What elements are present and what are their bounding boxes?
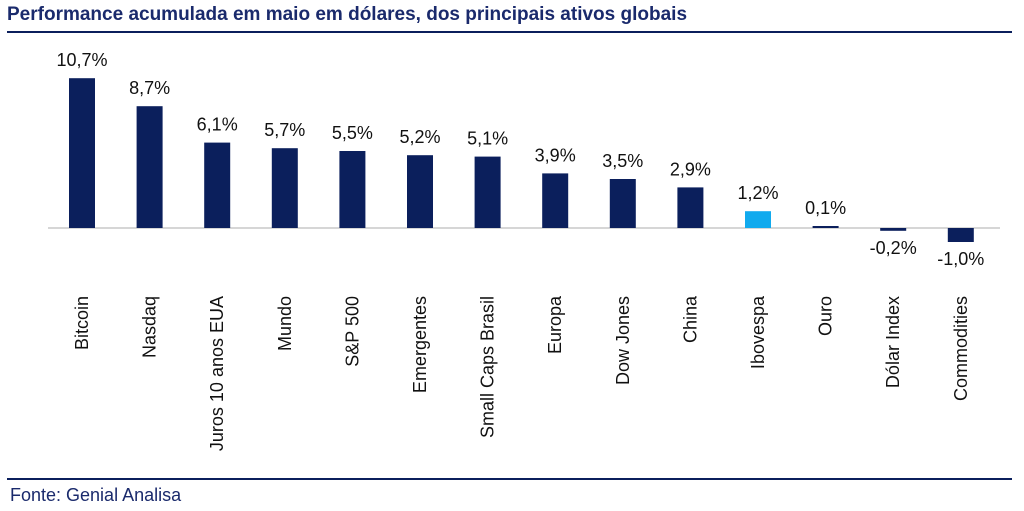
data-label: 5,5% [332, 123, 373, 143]
bar [812, 226, 839, 228]
category-label: Emergentes [410, 296, 430, 393]
bar [677, 187, 704, 228]
bar-chart: 10,7% Bitcoin 8,7% Nasdaq 6,1% Juros 10 anos … [48, 50, 1000, 451]
category-label: Mundo [275, 296, 295, 351]
category-label: Bitcoin [72, 296, 92, 350]
bar [339, 151, 366, 228]
data-label: -1,0% [937, 249, 984, 269]
data-label: 5,1% [467, 129, 508, 149]
category-label: S&P 500 [342, 296, 362, 367]
bar [880, 228, 907, 231]
data-label: 8,7% [129, 78, 170, 98]
data-label: 5,7% [264, 120, 305, 140]
data-label: 0,1% [805, 198, 846, 218]
bar [271, 148, 298, 228]
category-label: Ouro [816, 296, 836, 336]
source-note: Fonte: Genial Analisa [10, 485, 182, 505]
bar [609, 179, 636, 228]
category-label: China [680, 295, 700, 343]
footer-rule [7, 478, 1012, 480]
bar [407, 155, 433, 228]
bar [542, 173, 569, 228]
category-label: Europa [545, 295, 565, 354]
data-label: 3,9% [535, 145, 576, 165]
category-label: Dólar Index [883, 296, 903, 388]
bar [947, 228, 974, 242]
category-label: Small Caps Brasil [478, 296, 498, 438]
category-label: Juros 10 anos EUA [207, 296, 227, 451]
chart-title: Performance acumulada em maio em dólares… [7, 4, 688, 25]
data-label: 10,7% [56, 50, 107, 70]
bar [136, 106, 163, 228]
category-label: Commodities [951, 296, 971, 401]
data-label: 1,2% [737, 183, 778, 203]
data-label: 3,5% [602, 151, 643, 171]
category-label: Nasdaq [140, 296, 160, 358]
data-label: 6,1% [197, 115, 238, 135]
data-label: -0,2% [870, 238, 917, 258]
title-rule [7, 31, 1012, 33]
data-label: 2,9% [670, 159, 711, 179]
data-label: 5,2% [399, 127, 440, 147]
bar [745, 211, 771, 228]
bar [204, 142, 231, 228]
bar [69, 78, 95, 228]
bar [474, 156, 501, 228]
category-label: Dow Jones [613, 296, 633, 385]
category-label: Ibovespa [748, 295, 768, 369]
